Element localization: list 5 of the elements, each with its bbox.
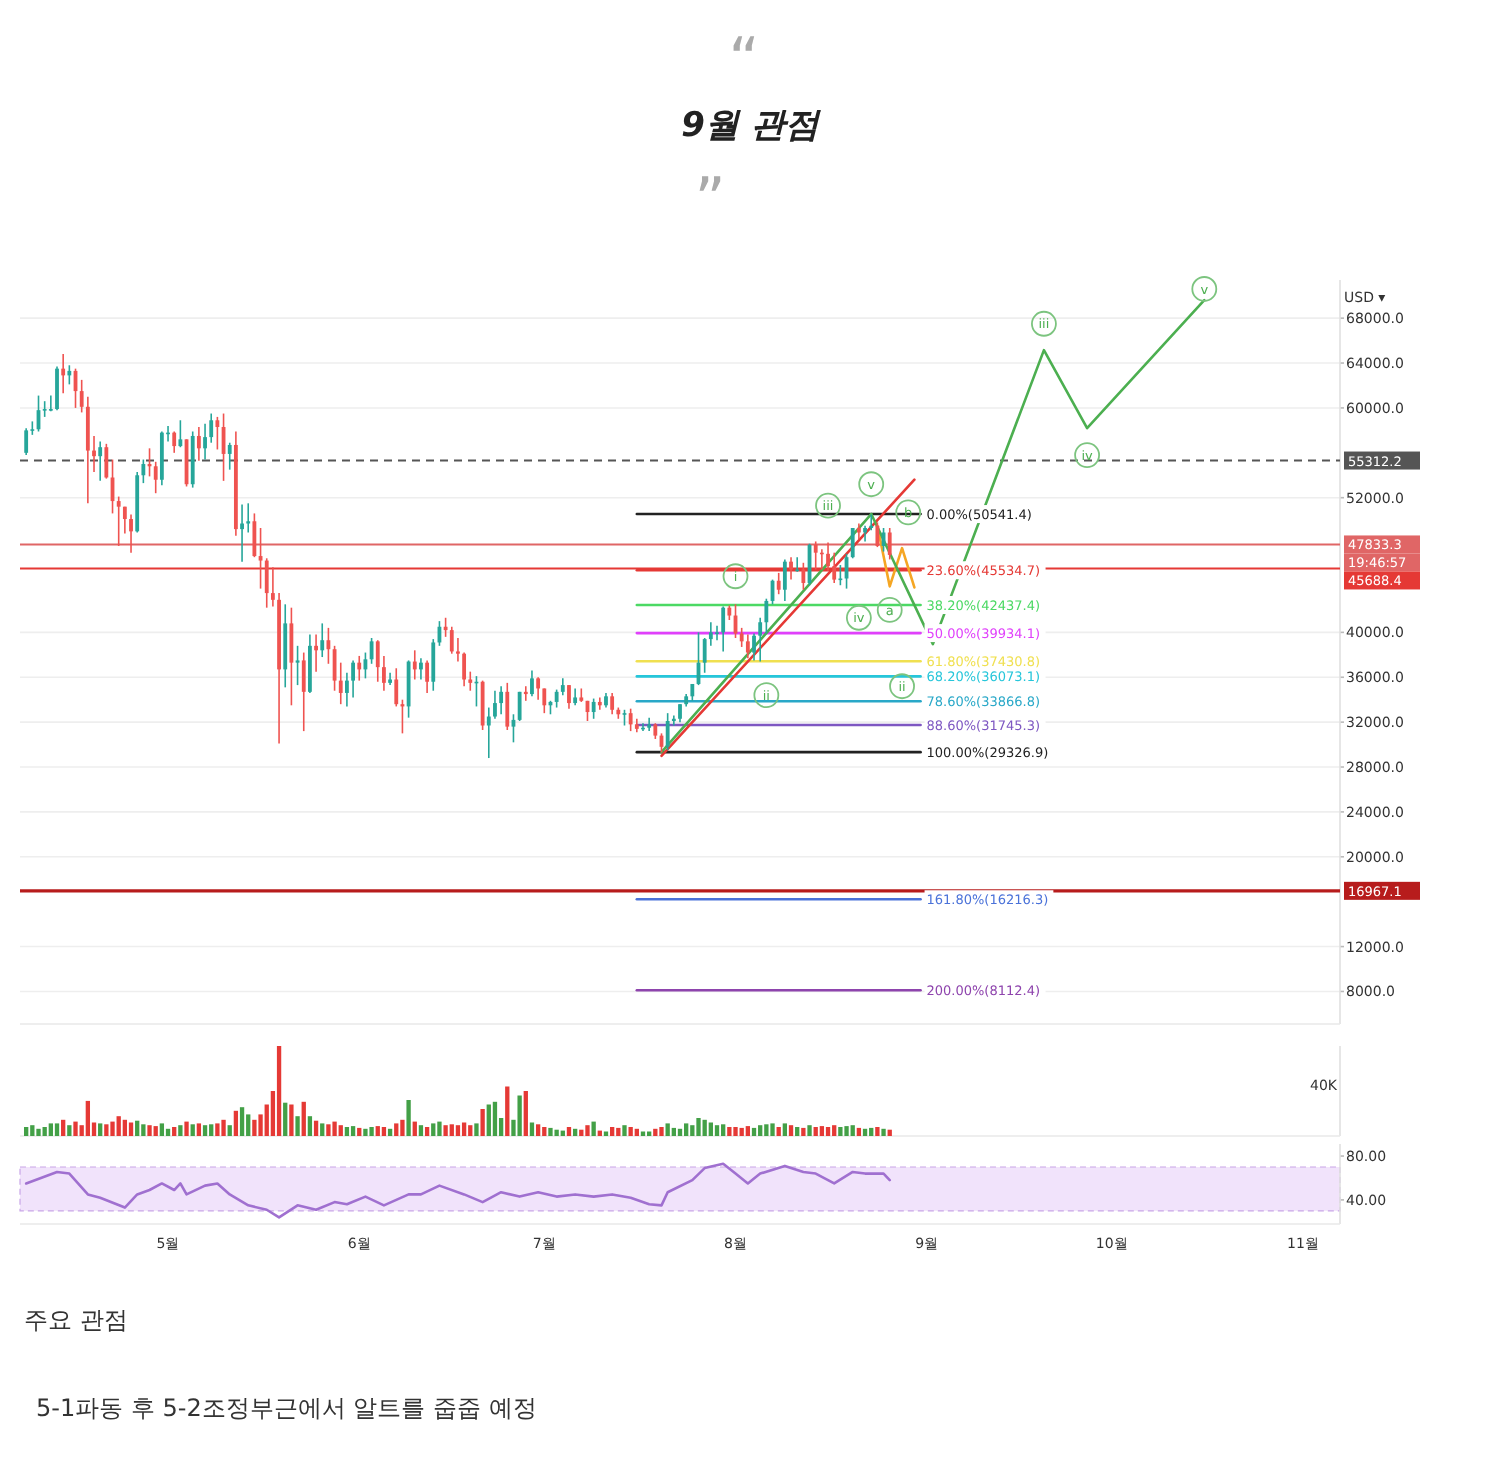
text: 주요 관점 — [24, 1306, 128, 1334]
text: ” — [694, 166, 726, 236]
text: “ — [728, 26, 760, 96]
text: 5-1파동 후 5-2조정부근에서 알트를 줍줍 예정 — [36, 1394, 537, 1422]
chart-title: 9월 관점 — [681, 106, 821, 146]
